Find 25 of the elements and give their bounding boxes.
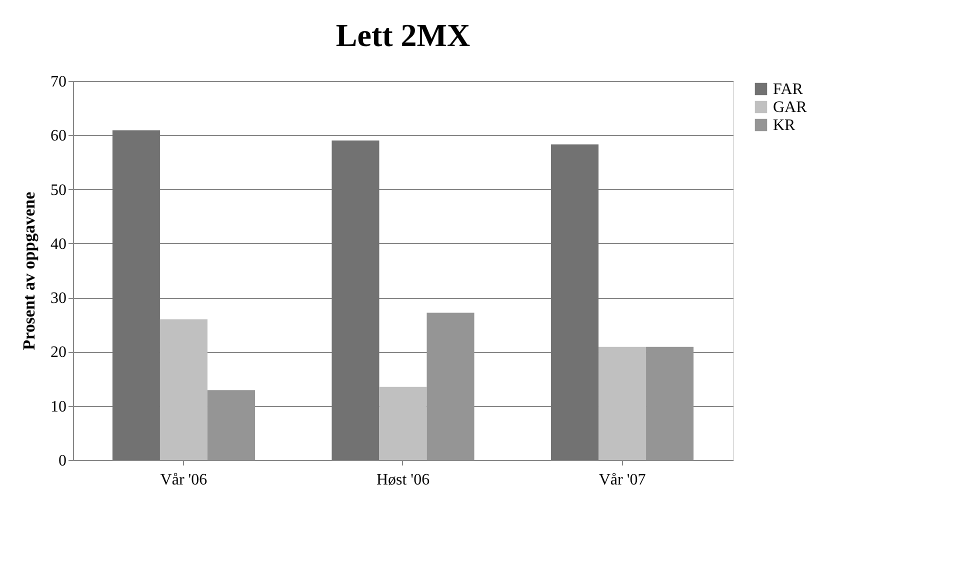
y-tick-label: 0 (58, 452, 66, 470)
legend-label: KR (773, 117, 796, 134)
y-tick-label: 60 (50, 128, 66, 145)
bar (112, 130, 160, 460)
bar (160, 319, 208, 460)
y-tick-label: 50 (50, 182, 66, 199)
y-axis-title: Prosent av oppgavene (20, 191, 38, 350)
chart-title: Lett 2MX (336, 17, 470, 53)
bar (207, 390, 255, 460)
x-tick-label: Høst '06 (376, 472, 430, 488)
bar (646, 346, 694, 460)
y-tick-label: 40 (50, 236, 66, 253)
bar (332, 140, 380, 460)
legend-label: FAR (773, 81, 804, 98)
bar (379, 386, 427, 460)
legend-label: GAR (773, 99, 808, 116)
x-tick-label: Vår '07 (598, 472, 646, 488)
bar (598, 346, 646, 460)
y-tick-label: 20 (50, 344, 66, 362)
y-tick-label: 70 (50, 74, 66, 90)
bar (551, 144, 599, 460)
y-tick-label: 30 (50, 290, 66, 308)
y-tick-label: 10 (50, 398, 66, 416)
bar (426, 312, 474, 460)
x-tick-label: Vår '06 (160, 472, 208, 488)
